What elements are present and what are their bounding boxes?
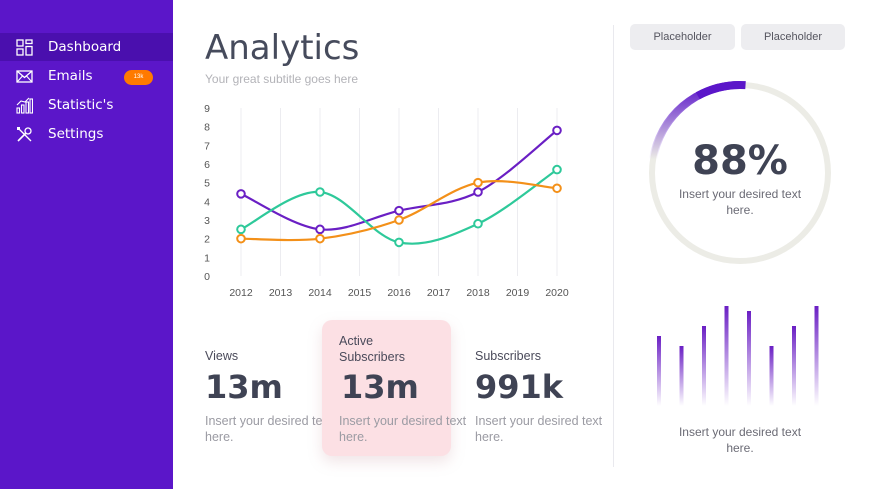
sidebar-item-label: Settings [48, 126, 104, 142]
mini-bar [657, 336, 661, 406]
data-point [394, 205, 404, 216]
stat-value: 13m [205, 368, 283, 406]
data-point [473, 218, 483, 229]
page-subtitle: Your great subtitle goes here [205, 72, 358, 86]
y-tick-label: 7 [204, 140, 210, 152]
y-tick-label: 3 [204, 215, 210, 227]
y-tick-label: 1 [204, 252, 210, 264]
mini-bar [769, 346, 774, 406]
stat-label: Subscribers [475, 349, 541, 363]
data-point [236, 233, 246, 244]
stat-views: Views 13m Insert your desired text here. [205, 320, 335, 456]
placeholder-button-1[interactable]: Placeholder [630, 24, 735, 50]
y-tick-label: 9 [204, 103, 210, 115]
stat-subscribers: Subscribers 991k Insert your desired tex… [475, 320, 605, 456]
email-count-badge: 13k [124, 70, 153, 85]
donut-value: 88% [692, 138, 788, 184]
placeholder-button-2[interactable]: Placeholder [741, 24, 845, 50]
y-tick-label: 0 [204, 271, 210, 283]
statistics-icon [16, 97, 33, 114]
sidebar-item-settings[interactable]: Settings [0, 120, 173, 148]
data-point [315, 187, 325, 197]
sidebar-item-statistics[interactable]: Statistic's [0, 91, 173, 119]
stat-value: 13m [341, 368, 419, 406]
data-point [394, 237, 404, 248]
x-tick-label: 2013 [269, 287, 293, 299]
mini-bar [724, 306, 729, 406]
sidebar-item-dashboard[interactable]: Dashboard [0, 33, 173, 61]
page-title: Analytics [205, 28, 360, 68]
donut-progress-head [695, 81, 746, 100]
bars-description: Insert your desired text here. [678, 425, 802, 455]
x-tick-label: 2017 [427, 287, 451, 299]
dashboard-icon [16, 39, 33, 56]
data-point [552, 125, 562, 136]
sidebar-item-label: Statistic's [48, 97, 114, 113]
mini-bar [814, 306, 819, 406]
donut-description: Insert your desired text here. [678, 187, 802, 217]
data-point [394, 215, 404, 225]
data-point [236, 224, 246, 235]
stat-description: Insert your desired text here. [205, 414, 333, 444]
x-tick-label: 2014 [308, 287, 332, 299]
data-point [552, 164, 562, 175]
sidebar: Dashboard Emails 13k Statistic's Setting… [0, 0, 173, 489]
stat-active-subscribers: Active Subscribers 13m Insert your desir… [322, 320, 466, 456]
stat-description: Insert your desired text here. [339, 414, 467, 444]
data-point [315, 224, 325, 235]
stat-label: Views [205, 349, 239, 363]
x-tick-label: 2016 [387, 287, 411, 299]
settings-icon [17, 127, 32, 142]
stat-description: Insert your desired text here. [475, 414, 603, 444]
x-tick-label: 2015 [348, 287, 372, 299]
y-tick-label: 4 [204, 196, 210, 208]
x-tick-label: 2012 [229, 287, 253, 299]
mini-bar [792, 326, 796, 406]
stat-value: 991k [475, 368, 564, 406]
stat-label: Active Subscribers [339, 334, 405, 364]
mini-bar [702, 326, 706, 406]
data-point [236, 189, 246, 199]
x-tick-label: 2019 [506, 287, 530, 299]
progress-donut [649, 81, 831, 264]
y-tick-label: 6 [204, 159, 210, 171]
y-tick-label: 2 [204, 234, 210, 246]
x-tick-label: 2018 [466, 287, 490, 299]
mail-icon [16, 70, 33, 83]
sidebar-item-emails[interactable]: Emails 13k [0, 62, 173, 90]
data-point [473, 187, 483, 197]
sidebar-item-label: Dashboard [48, 39, 122, 55]
x-tick-label: 2020 [545, 287, 569, 299]
data-point [473, 177, 483, 188]
data-point [315, 233, 325, 244]
panel-divider [613, 25, 614, 467]
mini-bar [747, 311, 751, 406]
sidebar-item-label: Emails [48, 68, 93, 84]
mini-bar [679, 346, 684, 406]
data-point [552, 183, 562, 194]
analytics-line-chart: 2012 2013 2014 2015 2016 2017 2018 2019 2020 0 1 2 3… [204, 103, 569, 299]
y-tick-label: 8 [204, 122, 210, 134]
y-tick-label: 5 [204, 178, 210, 190]
mini-bar-chart [657, 306, 819, 406]
